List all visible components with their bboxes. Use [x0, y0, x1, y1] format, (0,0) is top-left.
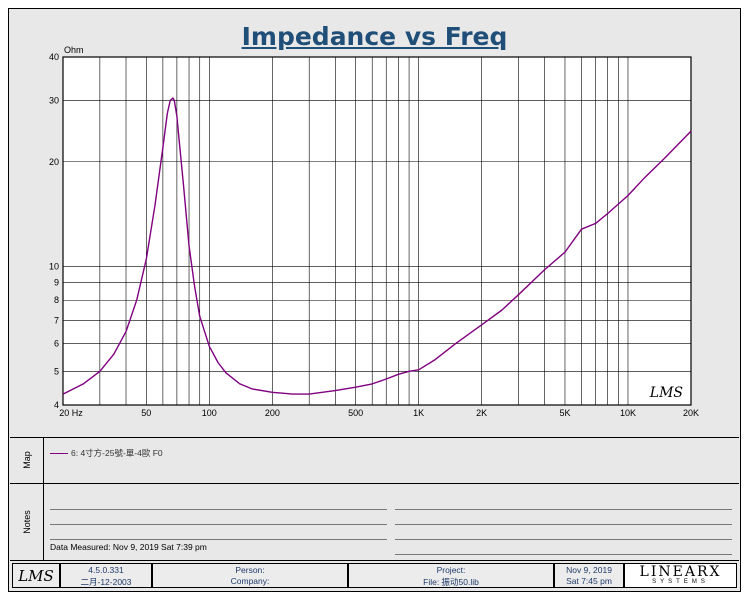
lms-logo: LMS — [18, 567, 54, 585]
footer-logo-cell: LMS — [12, 563, 60, 588]
y-tick-label: 7 — [54, 315, 59, 325]
notes-panel: Notes Data Measured: Nov 9, 2019 Sat 7:3… — [10, 484, 739, 561]
x-tick-label: 200 — [265, 408, 280, 418]
impedance-chart: 20 Hz 50 100 200 500 1K 2K 5K 10K 20K 4 5 6 7 8 9 10 20 30… — [49, 45, 699, 418]
footer-person-cell: Person: Company: — [152, 563, 348, 588]
person-label: Person: — [235, 565, 265, 575]
footer-time: Sat 7:45 pm — [566, 576, 612, 586]
notes-label: Notes — [21, 510, 32, 534]
footer-brand-cell: LINEARX SYSTEMS — [624, 563, 737, 588]
brand-name: LINEARX — [639, 564, 722, 580]
y-tick-label: 30 — [49, 95, 59, 105]
footer-version-cell: 4.5.0.331 二月-12-2003 — [60, 563, 152, 588]
note-line[interactable] — [50, 524, 387, 525]
lms-watermark: LMS — [649, 385, 683, 401]
y-tick-label: 5 — [54, 366, 59, 376]
company-label: Company: — [230, 576, 270, 586]
x-tick-label: 20K — [683, 408, 699, 418]
note-line[interactable] — [395, 509, 732, 510]
x-tick-label: 20 Hz — [59, 408, 83, 418]
date-measured: Data Measured: Nov 9, 2019 Sat 7:39 pm — [50, 542, 207, 552]
note-line[interactable] — [50, 509, 387, 510]
y-tick-label: 6 — [54, 339, 59, 349]
legend-swatch — [50, 452, 68, 454]
report-frame: Impedance vs Freq 20 Hz 50 100 200 500 1K 2K 5K… — [8, 8, 741, 592]
impedance-line — [62, 97, 692, 395]
x-tick-label: 100 — [202, 408, 217, 418]
plot-area — [63, 57, 691, 405]
footer-project-cell: Project: File: 振动50.lib — [348, 563, 554, 588]
x-tick-label: 500 — [348, 408, 363, 418]
x-tick-label: 5K — [559, 408, 570, 418]
y-tick-label: 4 — [54, 400, 59, 410]
y-axis-unit: Ohm — [64, 45, 84, 55]
x-tick-label: 1K — [413, 408, 424, 418]
project-label: Project: — [436, 565, 466, 575]
file-label: File: 振动50.lib — [423, 577, 479, 587]
version-number: 4.5.0.331 — [88, 565, 124, 575]
map-side-label: Map — [10, 437, 44, 483]
chart-panel: Impedance vs Freq 20 Hz 50 100 200 500 1K 2K 5K… — [10, 10, 739, 438]
map-panel: Map 6: 4寸方-25號-單-4歐 F0 — [10, 437, 739, 484]
note-line[interactable] — [50, 539, 387, 540]
legend-label: 6: 4寸方-25號-單-4歐 F0 — [71, 448, 163, 458]
footer-date-cell: Nov 9, 2019 Sat 7:45 pm — [554, 563, 624, 588]
notes-side-label: Notes — [10, 484, 44, 560]
footer-date: Nov 9, 2019 — [566, 565, 612, 575]
map-label: Map — [21, 451, 32, 469]
version-date: 二月-12-2003 — [80, 577, 132, 587]
x-tick-label: 50 — [141, 408, 151, 418]
x-tick-label: 2K — [476, 408, 487, 418]
note-line[interactable] — [395, 539, 732, 540]
plot-border — [62, 56, 692, 406]
x-tick-label: 10K — [620, 408, 636, 418]
y-tick-label: 9 — [54, 277, 59, 287]
brand-subtitle: SYSTEMS — [652, 579, 709, 585]
note-line[interactable] — [395, 524, 732, 525]
note-line[interactable] — [395, 554, 732, 555]
chart-title: Impedance vs Freq — [241, 22, 508, 51]
footer: LMS 4.5.0.331 二月-12-2003 Person: Company… — [10, 561, 739, 590]
legend-entry[interactable]: 6: 4寸方-25號-單-4歐 F0 — [50, 447, 163, 459]
y-tick-label: 20 — [49, 157, 59, 167]
y-tick-label: 10 — [49, 262, 59, 272]
y-tick-label: 40 — [49, 52, 59, 62]
y-tick-label: 8 — [54, 295, 59, 305]
